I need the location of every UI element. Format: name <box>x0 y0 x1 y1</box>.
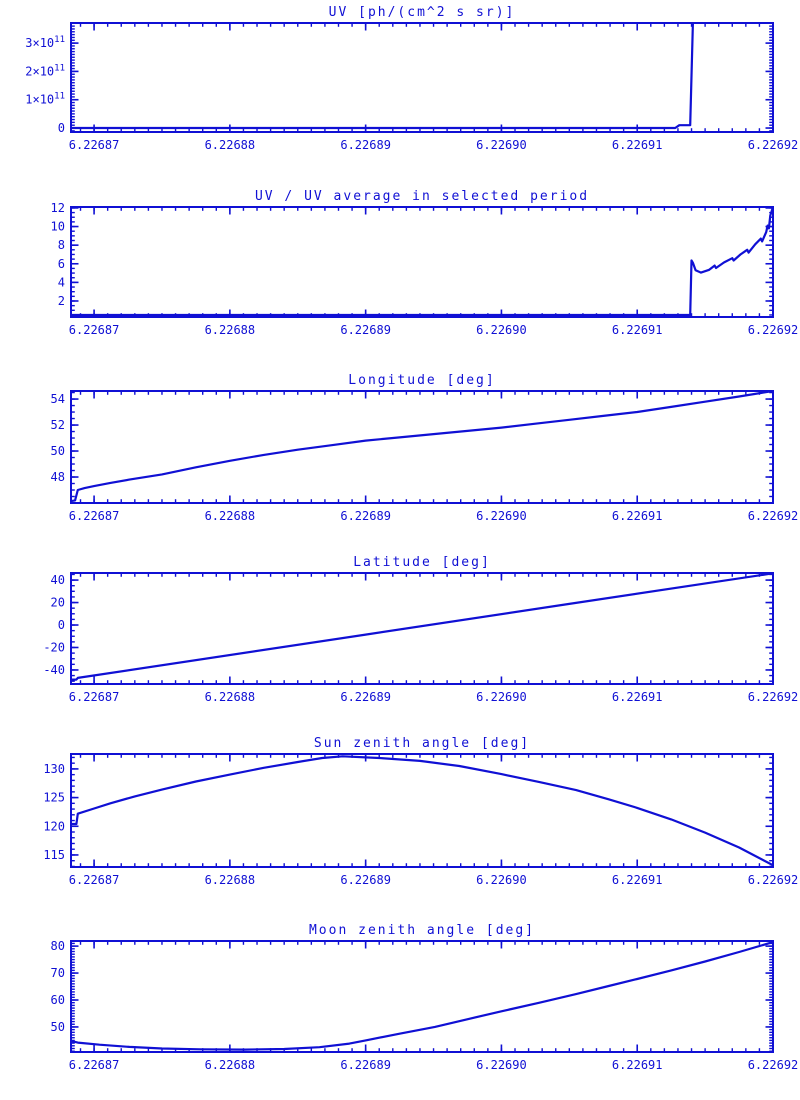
x-tick-label: 6.22687 <box>69 1058 120 1072</box>
y-tick-label: 0 <box>58 618 65 632</box>
x-tick-label: 6.22689 <box>340 138 391 152</box>
series-line-sun_zenith <box>71 755 773 867</box>
x-tick-label: 6.22692 <box>748 138 799 152</box>
chart-5: 6.22687 6.22688 6.22689 6.22690 6.22691 6.226… <box>43 736 798 887</box>
x-tick-label: 6.22688 <box>205 873 256 887</box>
y-tick-label: 80 <box>51 939 65 953</box>
x-tick-label: 6.22687 <box>69 690 120 704</box>
y-tick-label: 50 <box>51 444 65 458</box>
x-tick-label: 6.22690 <box>476 323 527 337</box>
y-tick-label: 2×1011 <box>25 63 65 78</box>
series-line-latitude <box>71 573 773 681</box>
chart-3: 6.22687 6.22688 6.22689 6.22690 6.22691 6.226… <box>51 373 799 523</box>
x-tick-label: 6.22692 <box>748 873 799 887</box>
x-tick-label: 6.22691 <box>612 509 663 523</box>
y-tick-label: 54 <box>51 392 65 406</box>
series-line-uv <box>71 23 695 130</box>
y-tick-label: -20 <box>43 640 65 654</box>
y-tick-label: -40 <box>43 663 65 677</box>
y-tick-label: 50 <box>51 1020 65 1034</box>
series-line-moon_zenith <box>71 941 773 1051</box>
chart-title: Sun zenith angle [deg] <box>314 736 530 751</box>
x-tick-label: 6.22690 <box>476 690 527 704</box>
y-tick-label: 6 <box>58 257 65 271</box>
y-tick-label: 4 <box>58 275 65 289</box>
chart-title: Moon zenith angle [deg] <box>309 923 535 938</box>
x-tick-label: 6.22692 <box>748 690 799 704</box>
y-tick-label: 52 <box>51 418 65 432</box>
plot-box <box>70 22 774 133</box>
x-tick-label: 6.22690 <box>476 138 527 152</box>
y-tick-label: 48 <box>51 470 65 484</box>
chart-title: UV / UV average in selected period <box>255 189 589 204</box>
x-tick-label: 6.22687 <box>69 873 120 887</box>
chart-2: 6.22687 6.22688 6.22689 6.22690 6.22691 6.226… <box>51 189 799 337</box>
plot-box <box>70 572 774 685</box>
y-tick-label: 0 <box>58 121 65 135</box>
y-tick-label: 8 <box>58 238 65 252</box>
x-tick-label: 6.22689 <box>340 1058 391 1072</box>
chart-title: Latitude [deg] <box>353 555 491 570</box>
y-tick-label: 10 <box>51 220 65 234</box>
x-tick-label: 6.22690 <box>476 873 527 887</box>
y-tick-label: 3×1011 <box>25 35 65 50</box>
y-tick-label: 70 <box>51 966 65 980</box>
chart-title: UV [ph/(cm^2 s sr)] <box>329 5 516 20</box>
y-tick-label: 120 <box>43 819 65 833</box>
x-tick-label: 6.22689 <box>340 509 391 523</box>
y-tick-label: 60 <box>51 993 65 1007</box>
series-line-longitude <box>71 391 773 503</box>
series-line-uv_ratio <box>71 207 773 317</box>
x-tick-label: 6.22689 <box>340 690 391 704</box>
y-tick-label: 40 <box>51 573 65 587</box>
x-tick-label: 6.22688 <box>205 509 256 523</box>
x-tick-label: 6.22690 <box>476 1058 527 1072</box>
x-tick-label: 6.22691 <box>612 873 663 887</box>
plot-box <box>70 390 774 504</box>
x-tick-label: 6.22692 <box>748 323 799 337</box>
y-tick-label: 125 <box>43 791 65 805</box>
x-tick-label: 6.22690 <box>476 509 527 523</box>
x-tick-label: 6.22691 <box>612 323 663 337</box>
chart-title: Longitude [deg] <box>348 373 495 388</box>
y-tick-label: 12 <box>51 201 65 215</box>
x-tick-label: 6.22688 <box>205 323 256 337</box>
x-tick-label: 6.22689 <box>340 873 391 887</box>
plot-box <box>70 940 774 1053</box>
x-tick-label: 6.22691 <box>612 1058 663 1072</box>
x-tick-label: 6.22691 <box>612 138 663 152</box>
y-tick-label: 115 <box>43 848 65 862</box>
x-tick-label: 6.22687 <box>69 323 120 337</box>
chart-4: 6.22687 6.22688 6.22689 6.22690 6.22691 6.226… <box>43 555 798 704</box>
x-tick-label: 6.22691 <box>612 690 663 704</box>
x-tick-label: 6.22687 <box>69 138 120 152</box>
x-tick-label: 6.22688 <box>205 138 256 152</box>
y-tick-label: 1×1011 <box>25 92 65 107</box>
x-tick-label: 6.22688 <box>205 1058 256 1072</box>
y-tick-label: 130 <box>43 762 65 776</box>
x-tick-label: 6.22692 <box>748 509 799 523</box>
plot-box <box>70 753 774 868</box>
plot-box <box>70 206 774 318</box>
x-tick-label: 6.22688 <box>205 690 256 704</box>
chart-1: 6.22687 6.22688 6.22689 6.22690 6.22691 6.226… <box>25 5 798 152</box>
y-tick-label: 20 <box>51 596 65 610</box>
x-tick-label: 6.22687 <box>69 509 120 523</box>
chart-6: 6.22687 6.22688 6.22689 6.22690 6.22691 6.226… <box>51 923 799 1072</box>
x-tick-label: 6.22692 <box>748 1058 799 1072</box>
y-tick-label: 2 <box>58 294 65 308</box>
x-tick-label: 6.22689 <box>340 323 391 337</box>
